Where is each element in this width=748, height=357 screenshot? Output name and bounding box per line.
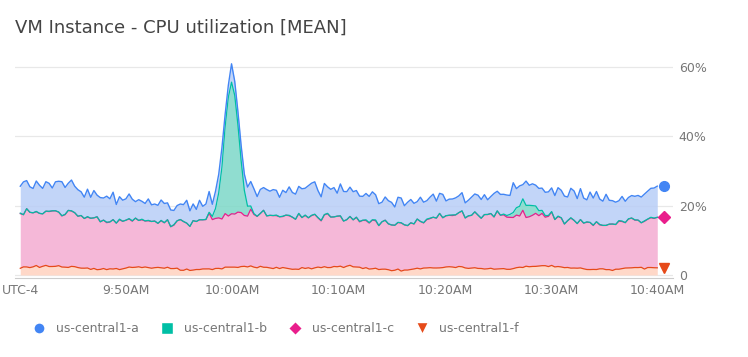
- Legend: us-central1-a, us-central1-b, us-central1-c, us-central1-f: us-central1-a, us-central1-b, us-central…: [21, 317, 524, 340]
- Text: VM Instance - CPU utilization [MEAN]: VM Instance - CPU utilization [MEAN]: [15, 19, 346, 36]
